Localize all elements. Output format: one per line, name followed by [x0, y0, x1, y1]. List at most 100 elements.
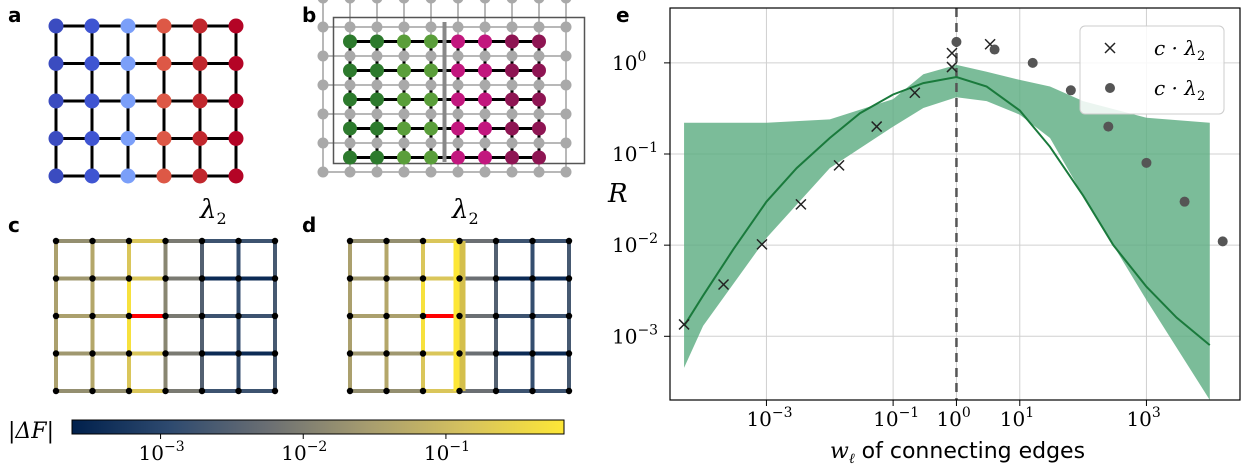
x-tick-label: 101: [1000, 405, 1034, 431]
grid-node: [317, 0, 329, 4]
data-point-x: [717, 278, 730, 291]
grid-node: [228, 18, 244, 34]
grid-node: [192, 131, 208, 146]
grid-node: [397, 92, 411, 107]
grid-node: [198, 275, 206, 282]
grid-node: [456, 312, 463, 320]
mean-line: [683, 75, 1211, 346]
x-tick-label: 10−3: [746, 405, 792, 431]
grid-node: [397, 63, 411, 78]
grid-node: [452, 166, 464, 178]
grid-node: [370, 121, 384, 136]
grid-node: [383, 387, 390, 395]
grid-node: [425, 50, 437, 62]
grid-node: [371, 108, 383, 120]
grid-node: [529, 237, 536, 245]
grid-node: [228, 93, 244, 109]
grid-node: [456, 350, 463, 357]
grid-node: [235, 237, 242, 245]
grid-node: [560, 166, 572, 178]
grid-node: [533, 166, 545, 178]
grid-node: [271, 312, 279, 320]
grid-node: [52, 237, 60, 245]
grid-node: [505, 121, 519, 136]
grid-node: [419, 275, 427, 282]
chart-panel-e: 10−3 10−1 100 101 103 10−3 10−2 10−1 100 wℓ of co…: [607, 7, 1241, 465]
grid-node: [533, 50, 545, 62]
grid-node: [560, 0, 572, 4]
grid-node: [478, 34, 492, 49]
grid-node: [452, 79, 464, 91]
grid-node: [84, 168, 100, 184]
grid-node: [505, 150, 519, 165]
grid-node: [371, 0, 383, 4]
y-tick-label: 100: [612, 49, 646, 75]
grid-node: [125, 275, 133, 282]
grid-node: [370, 63, 384, 78]
panel-letter-c: c: [8, 213, 20, 237]
x-tick-label: 103: [1126, 405, 1160, 431]
grid-node: [228, 131, 244, 146]
grid-node: [506, 79, 518, 91]
grid-node: [452, 0, 464, 4]
data-point-x: [946, 61, 958, 73]
grid-node: [398, 50, 410, 62]
lambda-label-c: λ2: [199, 195, 227, 228]
grid-node: [506, 50, 518, 62]
grid-node: [344, 0, 356, 4]
data-point-dot: [1179, 196, 1190, 207]
grid-node: [529, 312, 536, 320]
grid-node: [383, 275, 390, 282]
grid-node: [120, 18, 136, 34]
grid-node: [533, 108, 545, 120]
grid-node: [162, 312, 169, 320]
grid-node: [505, 34, 519, 49]
x-tick-label: 10−1: [873, 405, 919, 431]
grid-node: [346, 275, 354, 282]
grid-node: [344, 79, 356, 91]
grid-node: [271, 350, 279, 357]
data-point-x: [909, 87, 921, 99]
data-point-x: [678, 318, 690, 330]
grid-node: [506, 108, 518, 120]
grid-node: [235, 387, 242, 395]
grid-node: [198, 312, 206, 320]
lambda-label-d: λ2: [451, 195, 479, 228]
grid-node: [532, 150, 546, 165]
grid-node: [506, 166, 518, 178]
grid-node: [397, 150, 411, 165]
grid-node: [479, 166, 491, 178]
legend-label: c · λ2: [1154, 76, 1205, 104]
grid-node: [162, 350, 169, 357]
grid-node: [344, 166, 356, 178]
grid-node: [371, 21, 383, 33]
grid-node: [343, 63, 357, 78]
grid-node: [156, 131, 172, 146]
grid-node: [84, 131, 100, 146]
data-point-dot: [1065, 85, 1076, 96]
grid-node: [398, 137, 410, 149]
grid-node: [271, 237, 279, 245]
grid-node: [192, 93, 208, 109]
grid-node: [125, 350, 133, 357]
data-point-dot: [989, 44, 1000, 55]
grid-node: [479, 79, 491, 91]
grid-node: [198, 350, 206, 357]
grid-node: [228, 56, 244, 71]
grid-node: [533, 137, 545, 149]
grid-node: [479, 21, 491, 33]
grid-node: [451, 150, 465, 165]
grid-panel-c: [52, 237, 279, 395]
grid-node: [192, 18, 208, 34]
panel-letter-e: e: [616, 3, 630, 27]
y-tick-label: 10−1: [612, 140, 658, 166]
x-tick-label: 100: [936, 405, 970, 431]
grid-node: [371, 166, 383, 178]
grid-node: [120, 93, 136, 109]
grid-node: [479, 50, 491, 62]
grid-node: [533, 79, 545, 91]
grid-node: [419, 312, 427, 320]
grid-node: [560, 108, 572, 120]
grid-node: [370, 92, 384, 107]
legend-label: c · λ2: [1154, 36, 1205, 64]
